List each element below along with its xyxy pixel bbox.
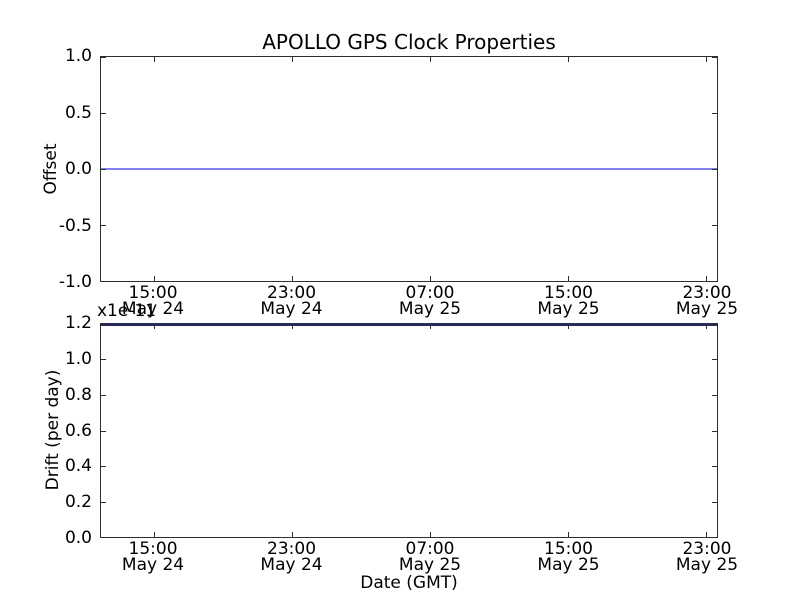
x-tick-time: 23:00 [682, 539, 732, 559]
x-tick-time: 15:00 [128, 283, 178, 303]
y-tick-label: 1.0 [64, 46, 92, 66]
x-tick-time: 23:00 [682, 283, 732, 303]
y-tick-label: 0.6 [64, 420, 92, 441]
tick-mark [712, 169, 717, 170]
tick-mark [101, 430, 106, 432]
x-tick-time: 07:00 [405, 283, 455, 303]
tick-mark [101, 225, 106, 226]
date-axis-label: Date (GMT) [360, 573, 458, 593]
x-tick-time: 15:00 [544, 283, 593, 303]
y-tick-label: 1.0 [64, 348, 92, 369]
x-tick-label: 07:00 May 25 [382, 283, 478, 319]
tick-mark [291, 532, 293, 537]
y-tick-label: 0.8 [64, 384, 92, 405]
tick-mark [101, 501, 106, 503]
x-tick-date: May 24 [121, 555, 185, 575]
x-tick-date: May 25 [398, 555, 462, 575]
tick-mark [101, 169, 106, 170]
y-tick-label: 0.0 [64, 159, 92, 179]
x-tick-time: 23:00 [267, 539, 317, 559]
tick-mark [712, 281, 717, 282]
tick-mark [712, 324, 717, 325]
tick-mark [712, 225, 717, 226]
tick-mark [101, 465, 106, 467]
y-tick-label: 1.2 [64, 313, 92, 333]
x-tick-label: 15:00 May 25 [521, 283, 617, 319]
tick-mark [153, 57, 155, 62]
x-tick-label: 23:00 May 25 [659, 283, 755, 319]
x-tick-label: 23:00 May 24 [244, 283, 340, 319]
tick-mark [567, 276, 569, 281]
tick-mark [712, 465, 717, 467]
tick-mark [101, 281, 106, 282]
x-tick-date: May 25 [537, 555, 600, 575]
y-axis-multiplier-text: x1e-11 [97, 301, 157, 321]
tick-mark [567, 532, 569, 537]
x-tick-label: 23:00 May 25 [659, 539, 755, 575]
tick-mark [429, 532, 431, 537]
x-tick-time: 15:00 [544, 539, 593, 559]
x-tick-date: May 24 [121, 299, 185, 319]
tick-mark [101, 57, 106, 58]
tick-mark [153, 532, 155, 537]
x-tick-label: 23:00 May 24 [244, 539, 340, 575]
tick-mark [706, 324, 708, 329]
x-tick-label: 07:00 May 25 [382, 539, 478, 575]
x-tick-label: 15:00 May 25 [521, 539, 617, 575]
offset-data-line [101, 168, 717, 170]
tick-mark [712, 537, 717, 538]
tick-mark [706, 57, 708, 62]
x-tick-date: May 25 [537, 299, 600, 319]
x-tick-time: 23:00 [267, 283, 317, 303]
tick-mark [706, 276, 708, 281]
y-tick-label: 0.5 [64, 102, 92, 123]
x-tick-label: 15:00 May 24 [105, 539, 201, 575]
x-tick-label: 15:00 May 24 [105, 283, 201, 319]
y-tick-label: 0.0 [64, 528, 92, 548]
y-tick-label: 0.2 [64, 492, 92, 513]
tick-mark [712, 430, 717, 432]
x-tick-time: 15:00 [128, 539, 178, 559]
offset-plot-area [100, 56, 718, 282]
x-tick-date: May 24 [260, 555, 323, 575]
tick-mark [291, 324, 293, 329]
tick-mark [429, 57, 431, 62]
drift-plot-area [100, 323, 718, 538]
tick-mark [101, 394, 106, 396]
tick-mark [101, 359, 106, 361]
tick-mark [567, 57, 569, 62]
x-tick-date: May 25 [675, 555, 739, 575]
tick-mark [291, 276, 293, 281]
tick-mark [291, 57, 293, 62]
tick-mark [567, 324, 569, 329]
y-tick-label: -1.0 [58, 272, 92, 292]
x-tick-date: May 25 [675, 299, 739, 319]
tick-mark [153, 324, 155, 329]
y-tick-label: -0.5 [58, 215, 92, 236]
tick-mark [712, 501, 717, 503]
drift-data-line [101, 323, 717, 326]
chart-title: APOLLO GPS Clock Properties [262, 30, 556, 54]
tick-mark [101, 537, 106, 538]
x-tick-date: May 25 [398, 299, 462, 319]
tick-mark [706, 532, 708, 537]
y-tick-label: 0.4 [64, 456, 92, 477]
tick-mark [101, 113, 106, 114]
tick-mark [712, 394, 717, 396]
tick-mark [153, 276, 155, 281]
tick-mark [101, 324, 106, 325]
tick-mark [712, 113, 717, 114]
tick-mark [429, 276, 431, 281]
tick-mark [712, 57, 717, 58]
x-tick-time: 07:00 [405, 539, 455, 559]
tick-mark [712, 359, 717, 361]
tick-mark [429, 324, 431, 329]
x-tick-date: May 24 [260, 299, 323, 319]
